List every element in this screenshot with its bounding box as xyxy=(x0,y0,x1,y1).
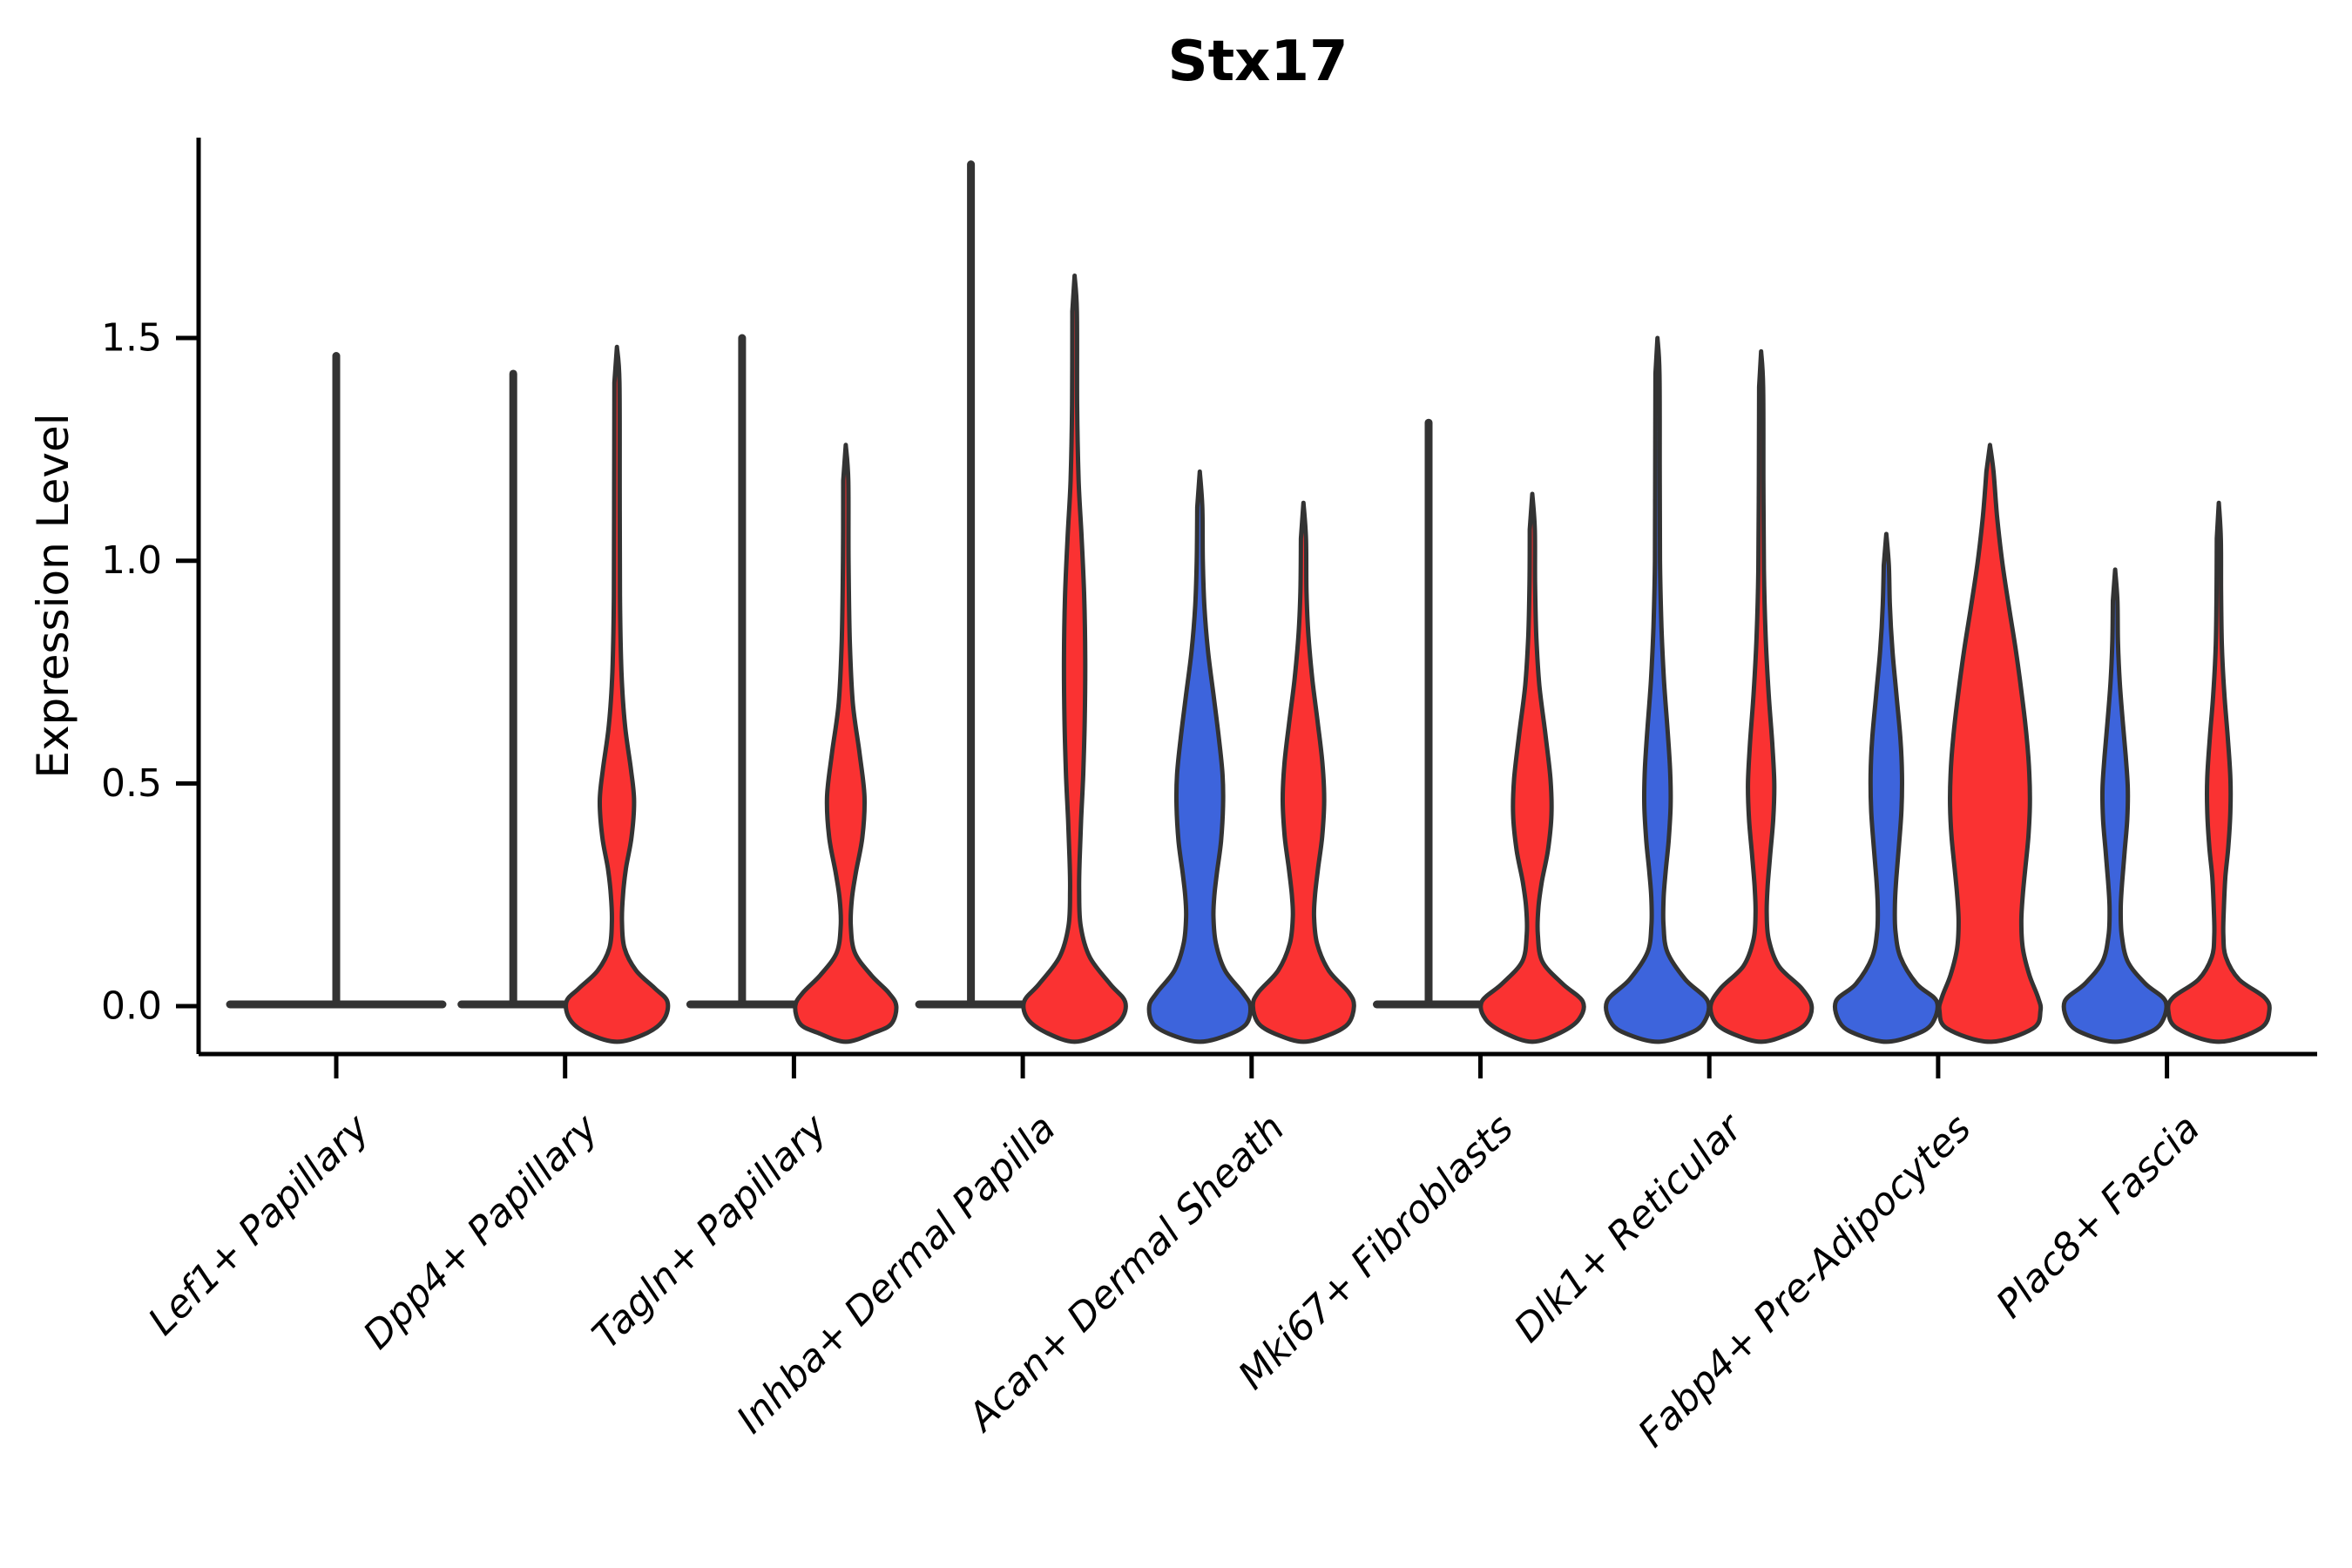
violin-blue-dlk1-reticular xyxy=(1604,335,1712,1044)
y-axis-label: Expression Level xyxy=(28,413,78,778)
violin-red-dpp4-papillary xyxy=(564,344,671,1044)
y-tick-label: 0.5 xyxy=(101,761,162,806)
chart-title: Stx17 xyxy=(1167,30,1348,94)
violin-blue-fabp4-pre-adipocytes xyxy=(1832,531,1940,1044)
violin-red-mki67-fibroblasts xyxy=(1478,491,1586,1044)
x-category-label: Plac8+ Fascia xyxy=(1988,1106,2208,1327)
violin-red-acan-dermal-sheath xyxy=(1250,500,1356,1044)
violin-red-tagln-papillary xyxy=(793,443,899,1044)
y-axis-ticks: 0.0 0.5 1.0 1.5 xyxy=(101,316,199,1029)
violins-layer xyxy=(226,160,2272,1044)
x-axis-ticks xyxy=(334,1054,2170,1078)
y-tick-label: 1.5 xyxy=(101,316,162,361)
violin-red-plac8-fascia xyxy=(2166,500,2272,1044)
violin-blue-plac8-fascia xyxy=(2061,567,2169,1044)
x-category-label: Dlk1+ Reticular xyxy=(1506,1105,1753,1351)
x-category-label: Tagln+ Papillary xyxy=(584,1105,835,1357)
x-category-label: Lef1+ Papillary xyxy=(140,1105,379,1344)
violin-red-fabp4-pre-adipocytes xyxy=(1936,443,2044,1044)
violin-red-inhba-dermal-papilla xyxy=(1021,274,1128,1044)
axis-spines xyxy=(196,138,2317,1057)
y-tick-label: 1.0 xyxy=(101,538,162,583)
y-tick-label: 0.0 xyxy=(101,984,162,1029)
x-category-label: Dpp4+ Papillary xyxy=(355,1105,607,1358)
violin-blue-acan-dermal-sheath xyxy=(1146,469,1253,1044)
violin-red-dlk1-reticular xyxy=(1708,348,1815,1044)
